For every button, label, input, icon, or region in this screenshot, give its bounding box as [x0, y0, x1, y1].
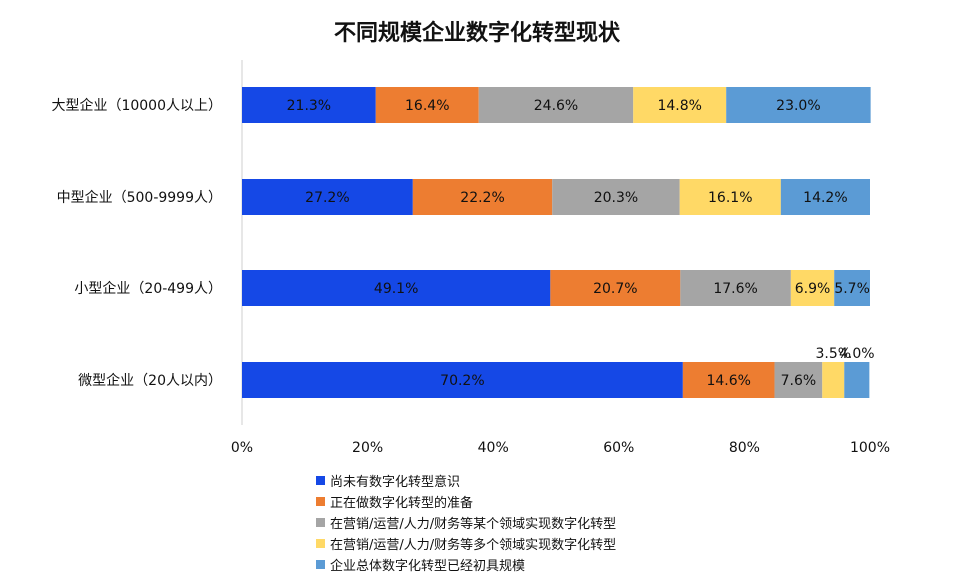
- category-label: 中型企业（500-9999人）: [57, 189, 222, 206]
- data-label: 20.3%: [594, 190, 638, 206]
- data-label: 16.1%: [708, 190, 752, 206]
- data-label: 5.7%: [834, 281, 870, 297]
- data-label: 14.6%: [706, 373, 750, 389]
- data-label: 6.9%: [795, 281, 831, 297]
- data-label: 49.1%: [374, 281, 418, 297]
- bar-segment: [774, 362, 823, 398]
- x-tick-label: 20%: [352, 440, 383, 456]
- category-label: 微型企业（20人以内）: [78, 372, 222, 389]
- data-label: 14.2%: [803, 190, 847, 206]
- data-label: 22.2%: [460, 190, 504, 206]
- bar-segment: [242, 270, 551, 306]
- bar-segment: [242, 87, 376, 123]
- data-label: 4.0%: [839, 346, 875, 362]
- category-labels: 大型企业（10000人以上） 中型企业（500-9999人） 小型企业（20-499…: [51, 97, 222, 389]
- bar-segment: [679, 179, 781, 215]
- chart-title: 不同规模企业数字化转型现状: [334, 20, 621, 46]
- legend-swatch: [316, 560, 325, 569]
- legend-swatch: [316, 476, 325, 485]
- data-label: 23.0%: [776, 98, 820, 114]
- legend-item: 企业总体数字化转型已经初具规模: [316, 554, 616, 575]
- bar-segment: [550, 270, 681, 306]
- legend-label: 企业总体数字化转型已经初具规模: [330, 559, 526, 574]
- bar-segment: [633, 87, 727, 123]
- x-tick-label: 80%: [729, 440, 760, 456]
- legend-item: 在营销/运营/人力/财务等某个领域实现数字化转型: [316, 512, 616, 533]
- data-label: 21.3%: [287, 98, 331, 114]
- x-tick-label: 40%: [478, 440, 509, 456]
- legend-item: 在营销/运营/人力/财务等多个领域实现数字化转型: [316, 533, 616, 554]
- data-label: 16.4%: [405, 98, 449, 114]
- bars-layer: 21.3% 16.4% 24.6% 14.8% 23.0% 27.2% 22.2% 20.3%…: [242, 87, 875, 398]
- bar-segment: [844, 362, 870, 398]
- bar-segment: [680, 270, 791, 306]
- bar-segment: [822, 362, 845, 398]
- legend-item: 正在做数字化转型的准备: [316, 491, 616, 512]
- data-label: 14.8%: [657, 98, 701, 114]
- x-tick-label: 0%: [231, 440, 253, 456]
- legend-label: 在营销/运营/人力/财务等多个领域实现数字化转型: [330, 538, 617, 553]
- data-label: 24.6%: [534, 98, 578, 114]
- legend: 尚未有数字化转型意识 正在做数字化转型的准备在营销/运营/人力/财务等某个领域实现…: [316, 470, 616, 575]
- x-tick-label: 60%: [603, 440, 634, 456]
- bar-segment: [552, 179, 680, 215]
- legend-label: 尚未有数字化转型意识: [330, 475, 461, 490]
- data-label: 27.2%: [305, 190, 349, 206]
- bar-segment: [478, 87, 634, 123]
- data-label: 7.6%: [781, 373, 817, 389]
- bar-segment: [790, 270, 835, 306]
- data-label: 70.2%: [440, 373, 484, 389]
- legend-swatch: [316, 497, 325, 506]
- legend-item: 尚未有数字化转型意识: [316, 470, 616, 491]
- legend-swatch: [316, 539, 325, 548]
- data-label: 20.7%: [593, 281, 637, 297]
- bar-segment: [834, 270, 870, 306]
- category-label: 大型企业（10000人以上）: [51, 97, 222, 114]
- legend-swatch: [316, 518, 325, 527]
- x-tick-labels: 0% 20% 40% 60% 80% 100%: [231, 440, 890, 456]
- bar-segment: [375, 87, 479, 123]
- bar-segment: [726, 87, 871, 123]
- x-tick-label: 100%: [850, 440, 890, 456]
- category-label: 小型企业（20-499人）: [74, 280, 222, 297]
- legend-label: 在营销/运营/人力/财务等某个领域实现数字化转型: [330, 517, 617, 532]
- bar-segment: [682, 362, 775, 398]
- legend-label: 正在做数字化转型的准备: [330, 496, 474, 511]
- data-label: 17.6%: [713, 281, 757, 297]
- bar-segment: [412, 179, 553, 215]
- bar-segment: [242, 362, 683, 398]
- bar-segment: [242, 179, 413, 215]
- data-label: 3.5%: [815, 346, 851, 362]
- bar-segment: [780, 179, 870, 215]
